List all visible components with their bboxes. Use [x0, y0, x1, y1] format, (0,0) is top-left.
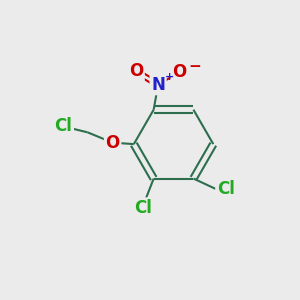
Text: Cl: Cl [134, 199, 152, 217]
Text: O: O [129, 62, 143, 80]
Text: N: N [151, 76, 165, 94]
Text: Cl: Cl [217, 180, 235, 198]
Text: O: O [172, 63, 186, 81]
Text: Cl: Cl [55, 117, 72, 135]
Text: −: − [188, 59, 201, 74]
Text: O: O [106, 134, 120, 152]
Text: +: + [165, 72, 174, 82]
